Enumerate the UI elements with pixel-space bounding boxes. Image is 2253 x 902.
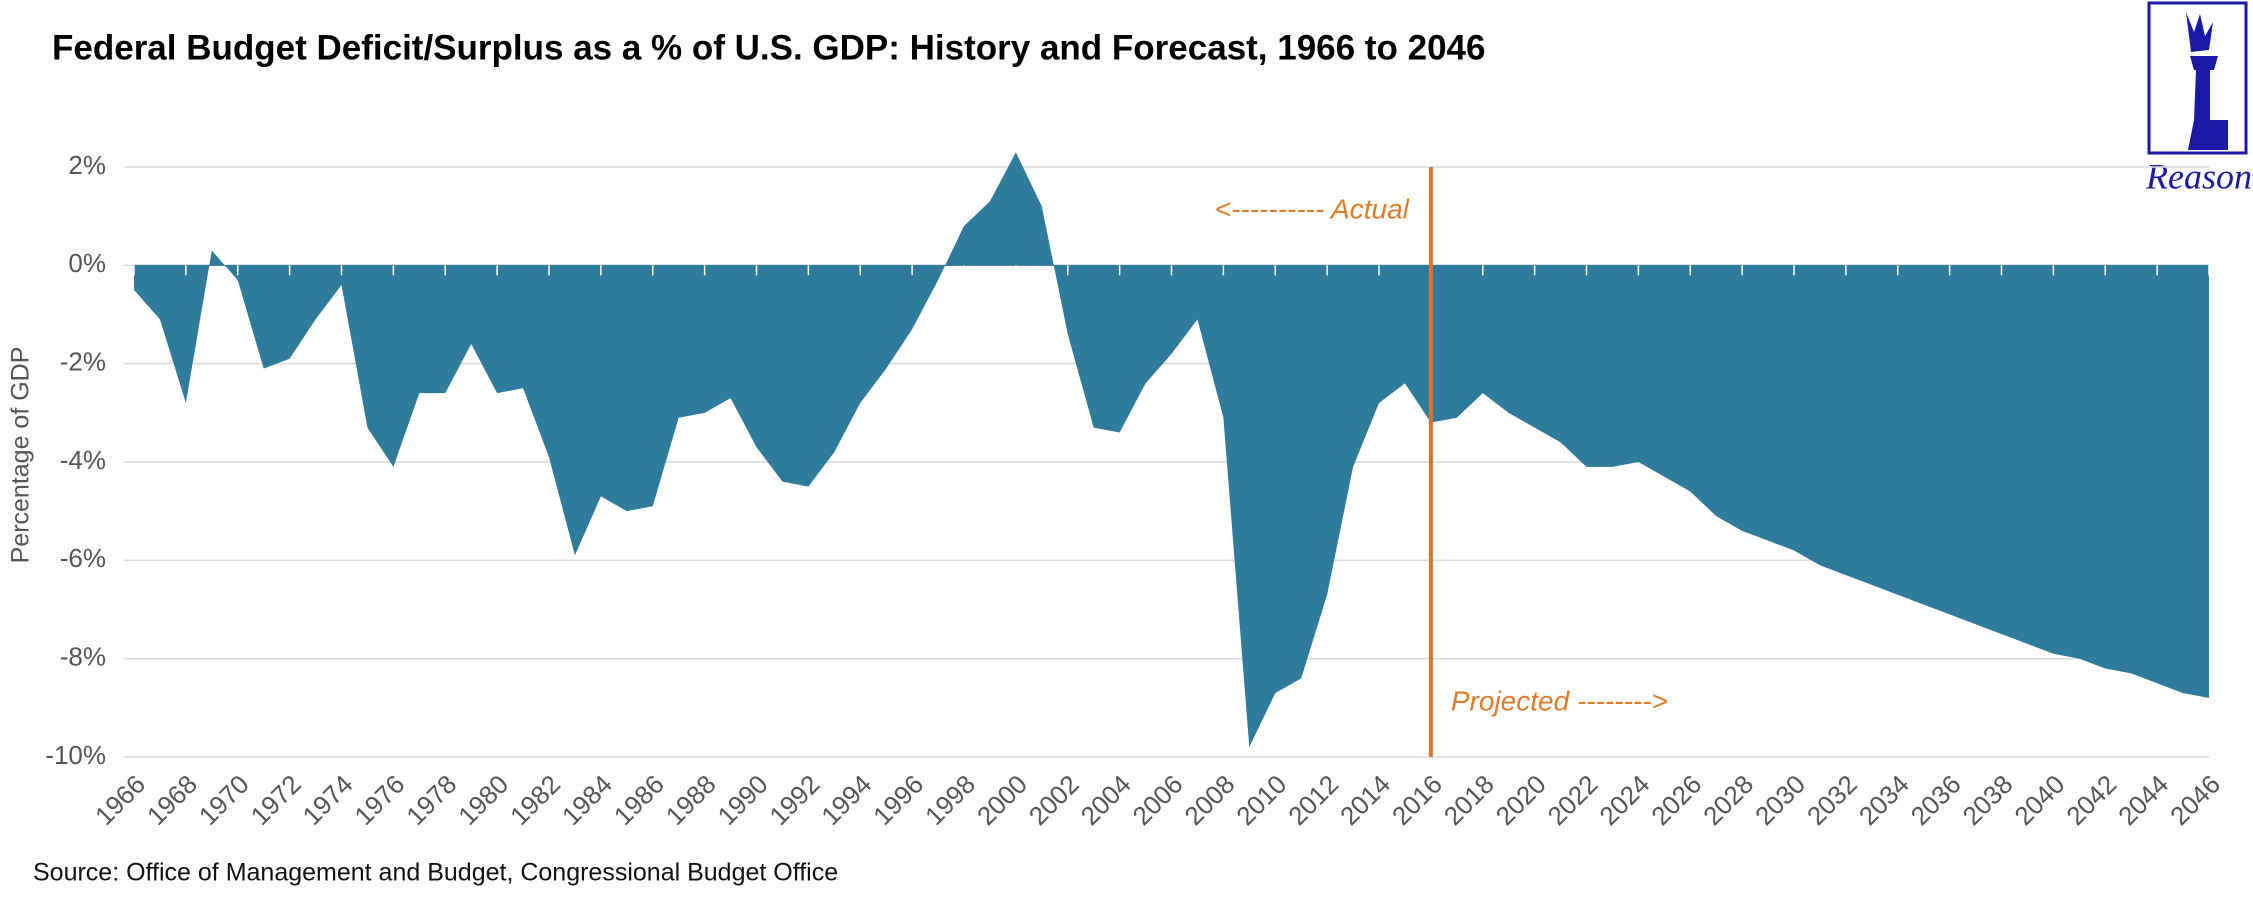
area <box>134 152 2209 748</box>
x-tick-label: 2016 <box>1386 769 1448 831</box>
x-tick-label: 2018 <box>1438 769 1500 831</box>
x-tick-label: 2000 <box>971 769 1033 831</box>
x-tick-label: 2028 <box>1697 769 1759 831</box>
x-tick-label: 1976 <box>348 769 410 831</box>
x-tick-label: 2004 <box>1075 769 1137 831</box>
y-axis-label: Percentage of GDP <box>7 347 35 564</box>
x-tick-label: 2038 <box>1956 769 2018 831</box>
x-tick-label: 1986 <box>608 769 670 831</box>
y-tick-label: 2% <box>68 150 106 180</box>
y-tick-label: -4% <box>60 445 106 475</box>
x-tick-label: 1998 <box>919 769 981 831</box>
x-tick-label: 2020 <box>1490 769 1552 831</box>
y-tick-label: -6% <box>60 543 106 573</box>
logo-flame <box>2186 12 2213 52</box>
y-tick-label: -8% <box>60 642 106 672</box>
source: Source: Office of Management and Budget,… <box>33 859 838 887</box>
x-tick-label: 1988 <box>660 769 722 831</box>
x-tick-label: 1978 <box>400 769 462 831</box>
x-tick-label: 2036 <box>1905 769 1967 831</box>
y-tick-label: -2% <box>60 347 106 377</box>
x-tick-label: 2022 <box>1541 769 1603 831</box>
x-tick-label: 2040 <box>2008 769 2070 831</box>
x-tick-label: 2012 <box>1282 769 1344 831</box>
x-tick-label: 2046 <box>2164 769 2226 831</box>
x-tick-label: 1996 <box>867 769 929 831</box>
annotation: <---------- Actual <box>1215 194 1410 225</box>
x-tick-label: 2032 <box>1801 769 1863 831</box>
x-tick-label: 2008 <box>1178 769 1240 831</box>
y-tick-label: 0% <box>68 248 106 278</box>
logo-text: Reason <box>2145 156 2252 196</box>
logo-torch <box>2188 56 2228 150</box>
x-tick-label: 2034 <box>1853 769 1915 831</box>
x-tick-label: 2024 <box>1593 769 1655 831</box>
x-tick-label: 2010 <box>1230 769 1292 831</box>
x-tick-label: 1984 <box>556 769 618 831</box>
chart-title: Federal Budget Deficit/Surplus as a % of… <box>52 28 1485 67</box>
x-tick-label: 2002 <box>1023 769 1085 831</box>
x-tick-label: 1994 <box>815 769 877 831</box>
x-tick-label: 1970 <box>193 769 255 831</box>
logo: Reason <box>2145 1 2252 196</box>
x-tick-label: 2042 <box>2060 769 2122 831</box>
x-tick-label: 1968 <box>141 769 203 831</box>
x-tick-label: 2030 <box>1749 769 1811 831</box>
x-tick-label: 2014 <box>1334 769 1396 831</box>
x-tick-label: 1966 <box>89 769 151 831</box>
x-tick-label: 1974 <box>296 769 358 831</box>
y-tick-label: -10% <box>45 740 106 770</box>
x-tick-label: 2026 <box>1645 769 1707 831</box>
x-tick-label: 2044 <box>2112 769 2174 831</box>
x-tick-label: 2006 <box>1126 769 1188 831</box>
x-tick-label: 1992 <box>763 769 825 831</box>
x-tick-label: 1990 <box>711 769 773 831</box>
x-tick-label: 1972 <box>245 769 307 831</box>
x-tick-label: 1982 <box>504 769 566 831</box>
annotation: Projected --------> <box>1451 685 1668 716</box>
x-tick-label: 1980 <box>452 769 514 831</box>
